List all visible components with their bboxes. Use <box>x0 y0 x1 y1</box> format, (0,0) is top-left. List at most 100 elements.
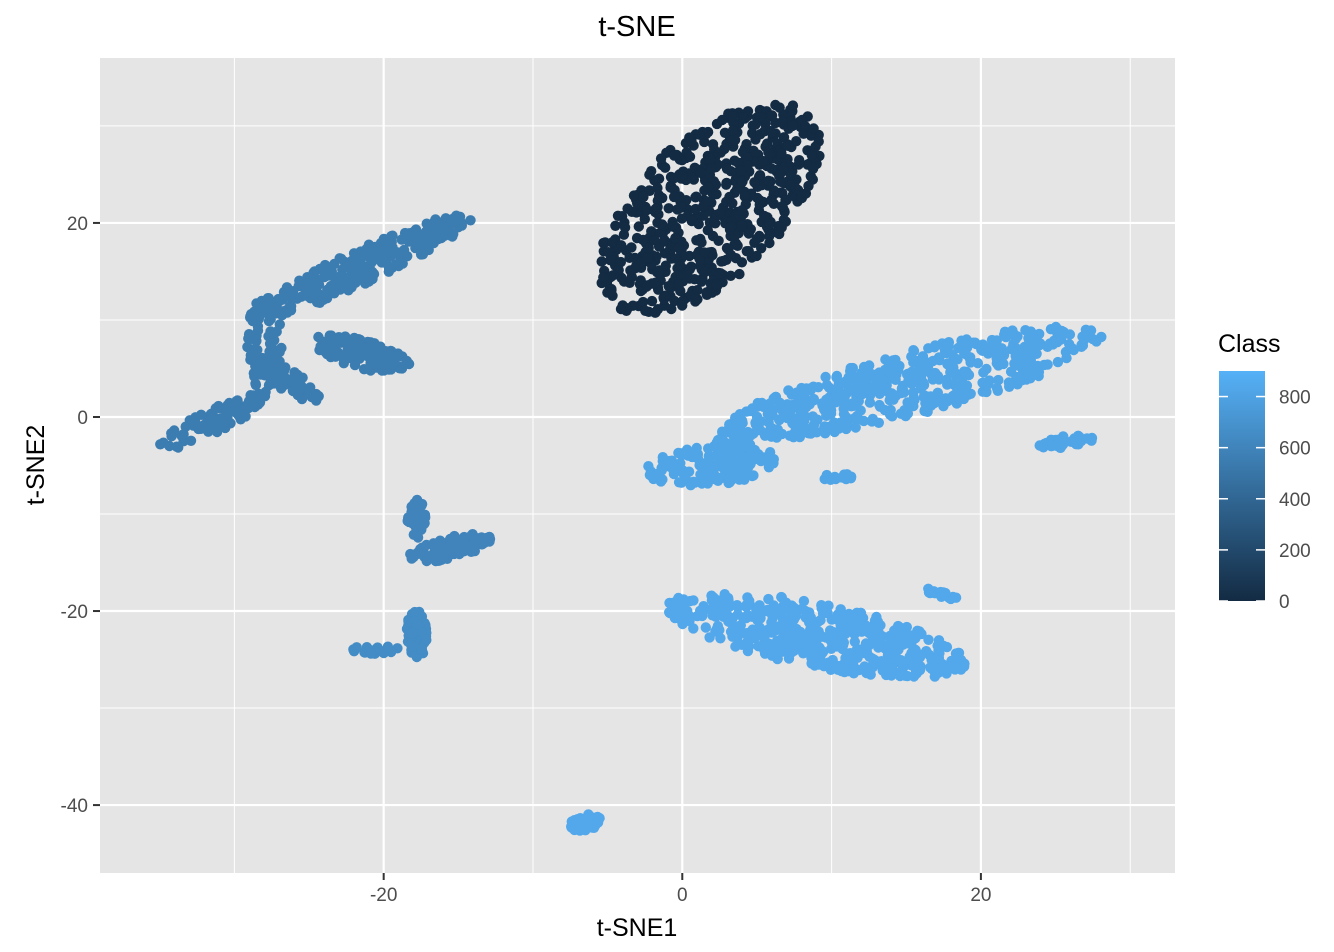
data-point <box>605 287 616 298</box>
data-point <box>887 411 898 422</box>
data-point <box>716 599 727 611</box>
data-point <box>364 340 375 351</box>
data-point <box>605 254 616 266</box>
data-point <box>1096 331 1107 343</box>
cluster-J <box>348 641 403 659</box>
data-point <box>407 518 418 529</box>
data-point <box>259 370 270 381</box>
x-tick-label: 20 <box>970 885 991 906</box>
data-point <box>751 233 762 245</box>
data-point <box>776 201 788 212</box>
data-point <box>692 285 703 296</box>
data-point <box>763 593 774 605</box>
data-point <box>777 405 788 416</box>
data-point <box>787 120 798 132</box>
data-point <box>1037 440 1048 451</box>
data-point <box>992 385 1003 396</box>
data-point <box>737 112 749 123</box>
cluster-E <box>242 293 287 398</box>
data-point <box>742 152 753 164</box>
data-point <box>915 661 926 672</box>
data-point <box>471 537 482 548</box>
data-point <box>1066 436 1078 447</box>
y-tick-label: 20 <box>67 214 88 235</box>
data-point <box>785 405 796 416</box>
data-point <box>743 228 754 239</box>
data-point <box>850 422 861 433</box>
data-point <box>669 172 680 184</box>
data-point <box>783 385 794 396</box>
legend-tick-label: 800 <box>1279 388 1311 409</box>
data-point <box>774 414 785 425</box>
data-point <box>668 191 680 203</box>
data-point <box>638 191 649 203</box>
data-point <box>664 597 675 609</box>
y-tick-label: -40 <box>61 796 88 817</box>
data-point <box>271 373 282 384</box>
data-point <box>805 612 816 623</box>
data-point <box>649 235 660 246</box>
data-point <box>365 648 377 659</box>
data-point <box>732 632 743 643</box>
data-point <box>764 237 775 249</box>
data-point <box>939 345 951 356</box>
data-point <box>349 265 360 277</box>
data-point <box>832 382 843 393</box>
data-point <box>791 136 802 147</box>
data-point <box>785 179 796 190</box>
data-point <box>657 220 669 231</box>
data-point <box>849 399 860 410</box>
data-point <box>778 162 789 173</box>
data-point <box>703 454 715 466</box>
plot-panel <box>100 58 1175 873</box>
data-point <box>946 656 958 667</box>
data-point <box>729 415 741 426</box>
data-point <box>633 221 644 232</box>
data-point <box>890 374 901 385</box>
data-point <box>771 635 783 647</box>
data-point <box>644 169 655 180</box>
data-point <box>706 595 718 606</box>
data-point <box>981 386 992 398</box>
data-point <box>742 451 753 463</box>
data-point <box>310 272 321 284</box>
data-point <box>715 444 726 455</box>
data-point <box>799 426 811 438</box>
data-point <box>788 428 800 439</box>
data-point <box>185 435 197 446</box>
data-point <box>928 586 939 597</box>
data-point <box>714 457 725 468</box>
data-point <box>673 279 684 290</box>
data-point <box>983 377 994 388</box>
cluster-F <box>155 388 271 453</box>
data-point <box>755 613 766 624</box>
data-point <box>742 592 753 603</box>
data-point <box>915 360 926 371</box>
data-point <box>693 218 704 230</box>
data-point <box>669 150 680 161</box>
data-point <box>322 267 333 278</box>
data-point <box>929 671 940 682</box>
data-point <box>673 242 684 254</box>
data-point <box>799 410 810 421</box>
data-point <box>626 242 637 253</box>
data-point <box>655 153 667 164</box>
data-point <box>1007 325 1018 336</box>
data-point <box>1064 329 1076 340</box>
data-point <box>864 638 875 650</box>
data-point <box>722 610 733 621</box>
data-point <box>676 594 687 606</box>
data-point <box>695 167 706 178</box>
data-point <box>293 375 304 386</box>
data-point <box>729 134 741 146</box>
data-point <box>461 544 472 555</box>
data-point <box>874 374 886 385</box>
data-point <box>408 231 419 243</box>
data-point <box>409 606 420 618</box>
data-point <box>684 615 695 627</box>
data-point <box>245 311 256 322</box>
data-point <box>378 243 390 255</box>
data-point <box>263 315 275 327</box>
data-point <box>788 614 799 626</box>
data-point <box>799 398 810 409</box>
